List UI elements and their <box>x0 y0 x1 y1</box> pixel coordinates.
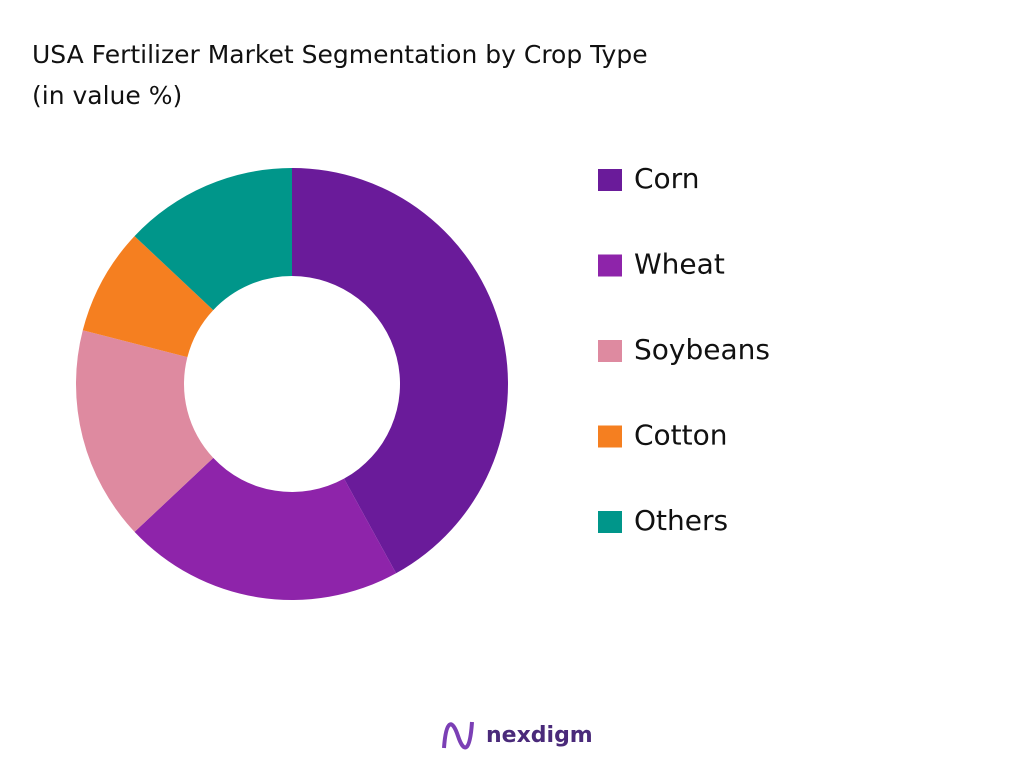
donut-slice <box>82 236 214 358</box>
donut-slice <box>292 168 508 574</box>
legend-swatch <box>598 511 622 533</box>
legend-swatch <box>598 425 622 448</box>
donut-slice <box>134 457 397 600</box>
legend-swatch <box>598 254 622 277</box>
legend-label: Wheat <box>634 248 725 281</box>
logo-text: nexdigm <box>486 723 593 748</box>
chart-title: USA Fertilizer Market Segmentation by Cr… <box>32 40 648 69</box>
logo: nexdigm <box>442 721 593 750</box>
legend-label: Others <box>634 504 728 537</box>
legend-swatch <box>598 169 622 191</box>
legend-label: Corn <box>634 162 699 195</box>
legend-swatch <box>598 340 622 362</box>
chart-subtitle: (in value %) <box>32 81 182 110</box>
logo-mark <box>442 721 474 750</box>
legend-label: Cotton <box>634 419 728 452</box>
donut-slice <box>76 330 214 532</box>
legend-label: Soybeans <box>634 333 770 366</box>
donut-slice <box>134 168 292 311</box>
